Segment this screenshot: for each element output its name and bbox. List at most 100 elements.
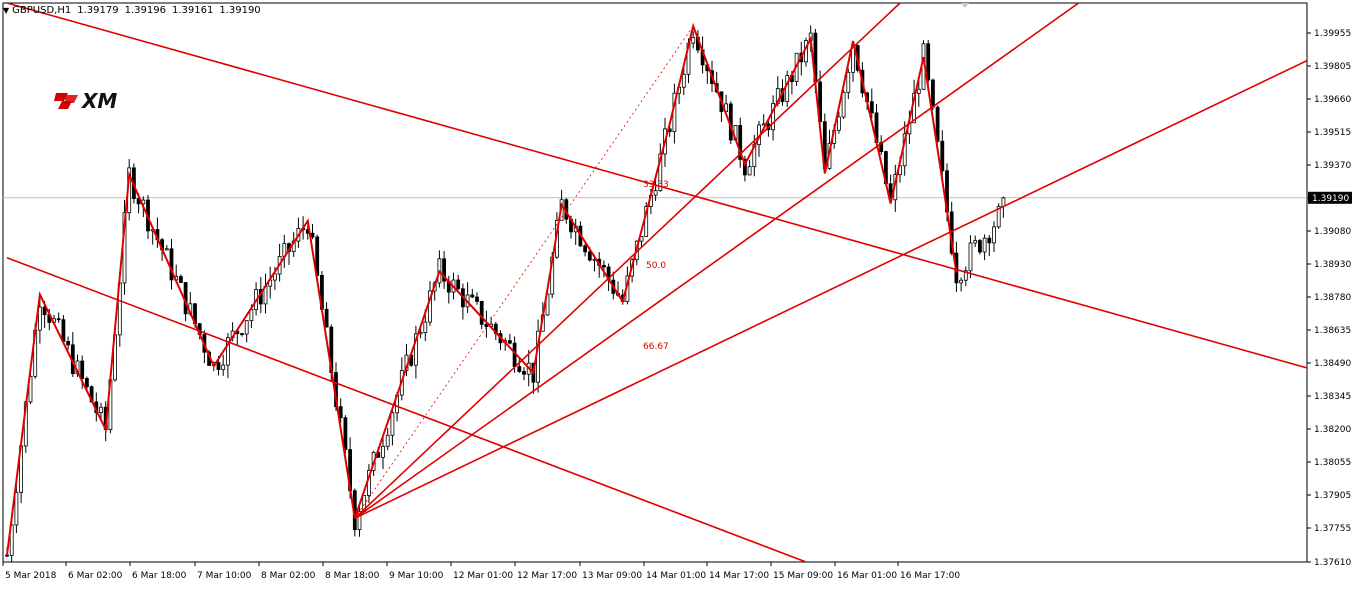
time-axis-label: 13 Mar 09:00 (582, 571, 642, 581)
candle-body (343, 417, 348, 450)
candle-body (225, 337, 230, 366)
trend-line (6, 3, 1307, 369)
candle-body (583, 245, 587, 253)
candle-body (5, 554, 9, 557)
candle-body (968, 242, 973, 272)
candle-body (99, 406, 103, 414)
candle-body (996, 205, 1001, 228)
price-axis-label: 1.37755 (1314, 524, 1351, 534)
candle-body (85, 378, 89, 388)
price-axis-label: 1.39805 (1314, 62, 1351, 72)
candle-body (80, 360, 85, 379)
fib-level-label: 66.67 (643, 342, 669, 352)
scroll-marker-icon (961, 3, 969, 8)
candle-body (324, 308, 329, 328)
time-axis-label: 16 Mar 01:00 (837, 571, 897, 581)
open-value: 1.39179 (77, 5, 119, 16)
price-axis-label: 1.39955 (1314, 29, 1351, 39)
logo-text: XM (80, 89, 117, 113)
candle-body (169, 248, 174, 281)
candle-body (1001, 197, 1006, 207)
candle-body (470, 294, 475, 298)
candle-body (221, 364, 226, 371)
dropdown-triangle-icon[interactable]: ▼ (3, 6, 10, 15)
candle-body (423, 321, 428, 333)
current-price-label: 1.39190 (1312, 194, 1349, 204)
time-axis-label: 12 Mar 01:00 (453, 571, 513, 581)
candle-body (507, 340, 512, 344)
candle-body (164, 248, 169, 251)
high-value: 1.39196 (124, 5, 166, 16)
time-axis-label: 8 Mar 02:00 (261, 571, 316, 581)
candle-body (978, 240, 982, 253)
candle-body (56, 318, 61, 321)
price-axis-label: 1.39660 (1314, 95, 1351, 105)
price-axis-label: 1.38490 (1314, 359, 1351, 369)
plot-frame (2, 2, 1308, 563)
time-axis-label: 16 Mar 17:00 (900, 571, 960, 581)
price-axis-label: 1.37905 (1314, 491, 1351, 501)
symbol-label: GBPUSD,H1 (12, 5, 72, 16)
zigzag-indicator (6, 22, 958, 556)
fib-fan-line (354, 3, 901, 519)
candle-body (785, 74, 790, 102)
candle-body (926, 43, 931, 81)
candle-body (428, 290, 432, 323)
fib-level-label: 50.0 (646, 261, 666, 271)
candle-body (272, 273, 277, 281)
candle-body (357, 510, 362, 531)
time-axis-label: 14 Mar 17:00 (709, 571, 769, 581)
candle-body (681, 73, 686, 88)
candle-body (456, 279, 461, 290)
candle-body (442, 258, 447, 282)
candle-body (61, 319, 66, 342)
price-axis-label: 1.38345 (1314, 392, 1351, 402)
candle-body (743, 158, 747, 176)
time-axis-label: 9 Mar 10:00 (389, 571, 444, 581)
time-axis-label: 6 Mar 18:00 (132, 571, 187, 581)
fib-reference-dotted-line (354, 25, 694, 519)
candle-body (747, 166, 752, 176)
candle-body (517, 366, 522, 372)
price-axis-label: 1.39370 (1314, 161, 1351, 171)
candle-body (418, 332, 423, 335)
candle-body (479, 300, 484, 325)
candle-body (484, 323, 489, 327)
candle-body (691, 36, 696, 44)
candle-body (310, 232, 315, 238)
candle-body (14, 491, 19, 526)
candle-body (846, 71, 851, 93)
candle-body (42, 306, 47, 316)
price-axis-label: 1.38055 (1314, 458, 1351, 468)
trend-line (1337, 3, 1356, 13)
candle-body (992, 226, 996, 244)
candle-body (390, 412, 395, 436)
price-axis-label: 1.38930 (1314, 260, 1351, 270)
candle-body (916, 88, 921, 94)
candle-body (771, 102, 775, 131)
price-axis-label: 1.38780 (1314, 293, 1351, 303)
candle-body (987, 237, 992, 244)
candle-body (935, 106, 940, 142)
candle-body (963, 270, 968, 281)
fib-level-label: 33.33 (643, 180, 669, 190)
candle-body (658, 153, 663, 192)
candle-body (931, 79, 935, 108)
candle-body (869, 101, 874, 114)
price-axis-label: 1.38635 (1314, 326, 1351, 336)
candle-body (959, 279, 963, 284)
candle-body (653, 190, 658, 196)
candle-body (244, 320, 249, 335)
candle-body (338, 406, 343, 419)
candle-body (240, 333, 244, 336)
price-axis-label: 1.39080 (1314, 227, 1351, 237)
close-value: 1.39190 (219, 5, 261, 16)
trend-line (6, 256, 807, 562)
candle-body (385, 434, 390, 447)
price-axis-label: 1.37610 (1314, 558, 1351, 568)
candle-body (381, 445, 385, 458)
time-axis-label: 7 Mar 10:00 (197, 571, 252, 581)
time-axis-label: 15 Mar 09:00 (773, 571, 833, 581)
